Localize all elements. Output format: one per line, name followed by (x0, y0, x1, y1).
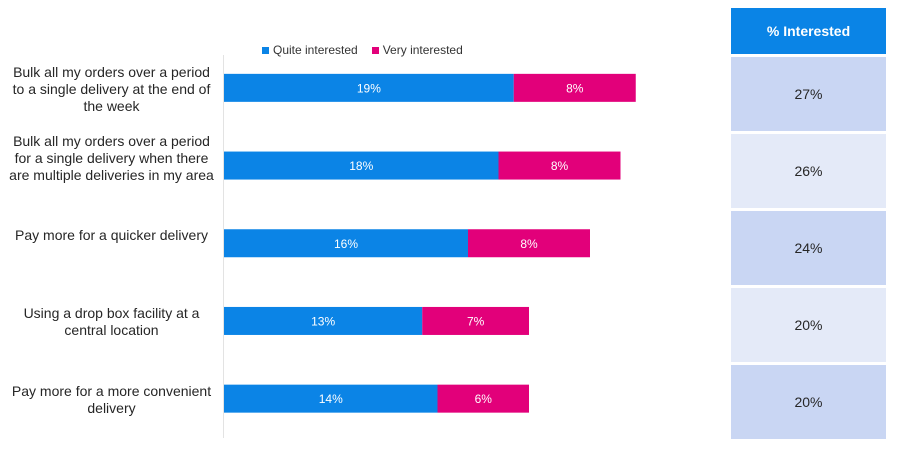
category-label-bulk-end-of-week: Bulk all my orders over a period to a si… (12, 64, 211, 114)
legend-label-quite: Quite interested (273, 43, 358, 57)
bar-very-2 (498, 151, 621, 180)
category-label-quicker-delivery: Pay more for a quicker delivery (15, 227, 208, 243)
data-label-very-5: 6% (475, 392, 493, 406)
data-label-very-4: 7% (467, 314, 485, 328)
legend: Quite interested Very interested (262, 43, 463, 57)
table-cell-row-1: 27% (731, 57, 886, 131)
bar-quite-5 (224, 384, 438, 413)
bar-very-1 (513, 73, 636, 102)
bar-quite-3 (224, 229, 468, 258)
data-label-quite-1: 19% (357, 81, 381, 95)
bar-plot: 19% 8% 18% 8% 16% 8% 13% 7% 14% 6% (223, 55, 636, 438)
category-label-convenient-delivery: Pay more for a more convenient delivery (11, 383, 212, 416)
legend-item-very: Very interested (371, 43, 463, 57)
data-label-quite-4: 13% (311, 314, 335, 328)
data-label-very-3: 8% (520, 237, 538, 251)
data-label-quite-5: 14% (319, 392, 343, 406)
table-cell-row-3: 24% (731, 211, 886, 285)
data-label-quite-3: 16% (334, 237, 358, 251)
table-cell-row-2: 26% (731, 134, 886, 208)
bar-very-4 (422, 306, 529, 335)
table-cell-row-4: 20% (731, 288, 886, 362)
legend-swatch-quite (262, 46, 269, 54)
table-cell-row-5: 20% (731, 365, 886, 439)
interested-table: % Interested 27% 26% 24% 20% 20% (731, 8, 886, 442)
bar-very-5 (437, 384, 529, 413)
table-header: % Interested (731, 8, 886, 54)
bar-quite-4 (224, 306, 423, 335)
data-label-quite-2: 18% (349, 159, 373, 173)
legend-label-very: Very interested (382, 43, 463, 57)
legend-swatch-very (371, 46, 379, 54)
bar-quite-1 (224, 73, 514, 102)
legend-item-quite: Quite interested (262, 43, 358, 57)
category-label-drop-box: Using a drop box facility at a central l… (23, 305, 200, 338)
data-label-very-1: 8% (566, 81, 584, 95)
category-label-bulk-multiple-deliveries: Bulk all my orders over a period for a s… (9, 133, 214, 183)
data-label-very-2: 8% (551, 159, 569, 173)
bar-quite-2 (224, 151, 499, 180)
bar-very-3 (468, 229, 590, 258)
